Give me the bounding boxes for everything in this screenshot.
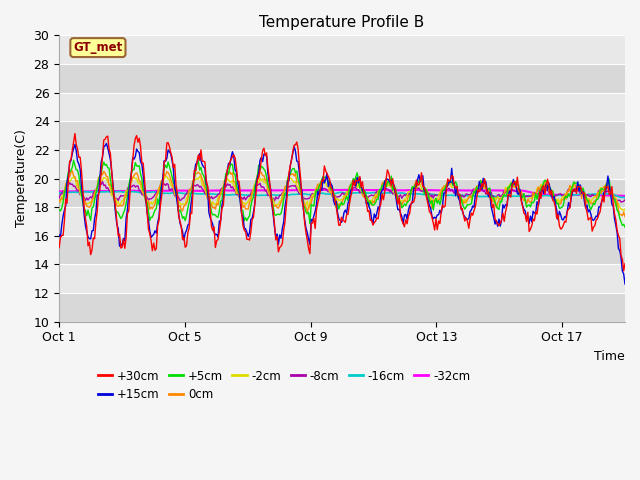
Bar bbox=[59, 36, 625, 64]
Bar bbox=[59, 207, 625, 236]
Bar bbox=[59, 179, 625, 207]
Bar bbox=[59, 121, 625, 150]
Bar bbox=[59, 64, 625, 93]
Title: Temperature Profile B: Temperature Profile B bbox=[259, 15, 425, 30]
Bar bbox=[59, 293, 625, 322]
Y-axis label: Temperature(C): Temperature(C) bbox=[15, 130, 28, 228]
X-axis label: Time: Time bbox=[595, 350, 625, 363]
Bar bbox=[59, 264, 625, 293]
Bar bbox=[59, 93, 625, 121]
Legend: +30cm, +15cm, +5cm, 0cm, -2cm, -8cm, -16cm, -32cm: +30cm, +15cm, +5cm, 0cm, -2cm, -8cm, -16… bbox=[93, 365, 475, 406]
Bar bbox=[59, 150, 625, 179]
Text: GT_met: GT_met bbox=[74, 41, 122, 54]
Bar bbox=[59, 236, 625, 264]
